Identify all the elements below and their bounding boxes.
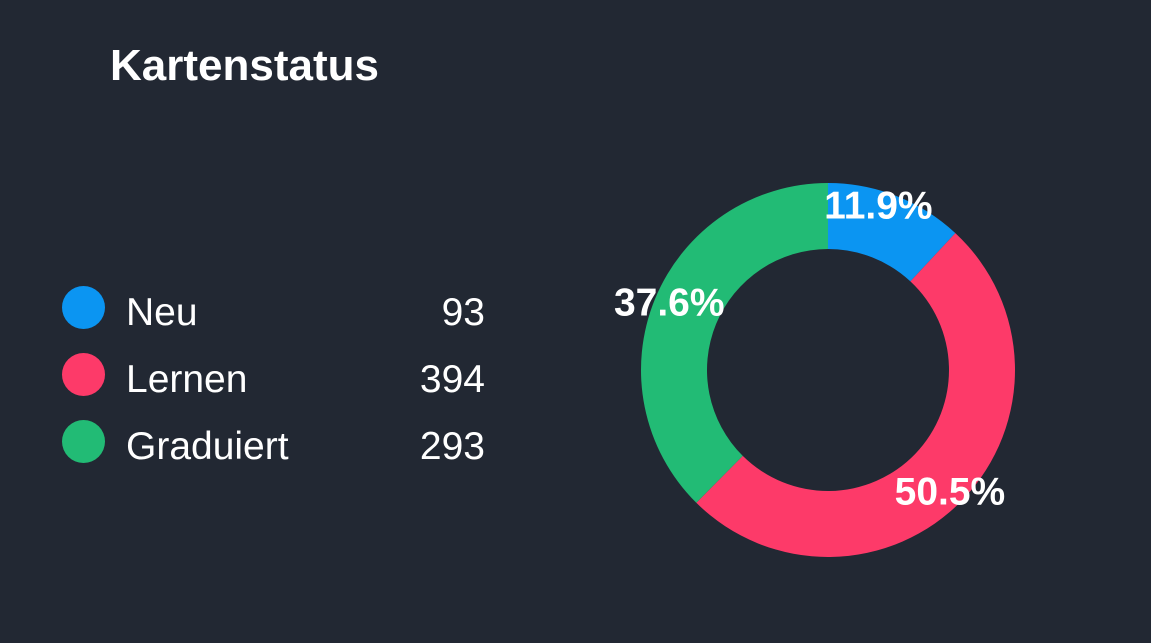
slice-graduiert[interactable] xyxy=(640,183,828,503)
slice-neu[interactable] xyxy=(828,183,956,282)
slice-lernen[interactable] xyxy=(696,233,1016,558)
legend-value: 293 xyxy=(419,425,485,468)
slice-percent-label: 50.5% xyxy=(895,470,1006,513)
slice-percent-label: 37.6% xyxy=(614,281,725,324)
legend: Neu 93 Lernen 394 Graduiert 293 xyxy=(62,280,492,481)
legend-item-neu[interactable]: Neu 93 xyxy=(62,280,492,347)
chart-title: Kartenstatus xyxy=(110,41,379,90)
legend-swatch-lernen xyxy=(62,353,105,396)
legend-item-graduiert[interactable]: Graduiert 293 xyxy=(62,414,492,481)
legend-label: Lernen xyxy=(126,358,248,401)
legend-value: 93 xyxy=(441,291,485,334)
legend-label: Graduiert xyxy=(126,425,289,468)
slice-percent-label: 11.9% xyxy=(824,185,932,228)
legend-swatch-neu xyxy=(62,286,105,329)
legend-value: 394 xyxy=(419,358,485,401)
legend-item-lernen[interactable]: Lernen 394 xyxy=(62,347,492,414)
legend-label: Neu xyxy=(126,291,198,334)
legend-swatch-graduiert xyxy=(62,420,105,463)
